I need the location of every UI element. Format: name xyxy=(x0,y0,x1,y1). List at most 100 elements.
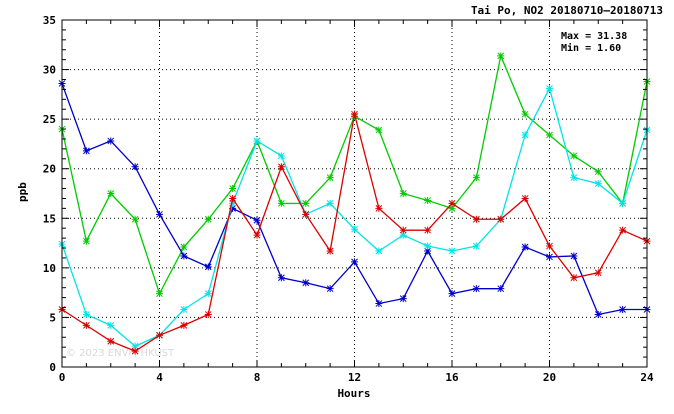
data-point xyxy=(277,163,285,171)
data-point xyxy=(472,285,480,293)
y-tick-label: 5 xyxy=(49,311,56,324)
data-point xyxy=(448,247,456,255)
data-point xyxy=(594,180,602,188)
data-point xyxy=(326,247,334,255)
data-point xyxy=(107,337,115,345)
y-tick-label: 20 xyxy=(43,163,56,176)
data-point xyxy=(570,252,578,260)
data-point xyxy=(375,247,383,255)
data-point xyxy=(351,110,358,118)
y-tick-label: 0 xyxy=(49,361,56,374)
y-axis-title: ppb xyxy=(16,182,29,202)
data-point xyxy=(253,137,261,145)
x-tick-label: 24 xyxy=(640,371,654,384)
y-tick-label: 25 xyxy=(43,113,56,126)
data-point xyxy=(424,196,432,204)
data-point xyxy=(229,199,237,207)
data-point xyxy=(546,242,553,250)
data-point xyxy=(424,226,432,234)
data-point xyxy=(375,204,383,212)
data-point xyxy=(521,110,529,118)
data-point xyxy=(594,310,602,318)
data-point xyxy=(570,174,578,182)
x-tick-label: 4 xyxy=(156,371,163,384)
data-point xyxy=(619,226,627,234)
data-point xyxy=(82,237,90,245)
data-point xyxy=(546,253,553,261)
data-point xyxy=(131,215,139,223)
data-point xyxy=(521,194,529,202)
data-point xyxy=(448,290,456,298)
data-point xyxy=(131,163,139,171)
data-point xyxy=(497,285,505,293)
min-value-label: Min = 1.60 xyxy=(561,42,621,54)
y-tick-label: 35 xyxy=(43,14,56,27)
data-point xyxy=(424,242,432,250)
data-point xyxy=(131,347,139,355)
data-point xyxy=(156,210,163,218)
data-point xyxy=(472,174,480,182)
y-tick-label: 10 xyxy=(43,262,56,275)
data-point xyxy=(497,215,505,223)
data-point xyxy=(521,131,529,139)
axis-ticks: 0 4 8 12 16 20 24 0 5 10 15 20 25 30 35 xyxy=(43,14,654,384)
data-point xyxy=(302,199,310,207)
data-point xyxy=(107,321,115,329)
data-point xyxy=(180,321,188,329)
data-point xyxy=(326,285,334,293)
data-point xyxy=(82,147,90,155)
data-point xyxy=(472,215,480,223)
x-axis-title: Hours xyxy=(337,387,370,400)
data-point xyxy=(204,215,212,223)
data-point xyxy=(448,199,456,207)
data-point xyxy=(156,290,163,298)
x-tick-label: 12 xyxy=(348,371,361,384)
data-point xyxy=(180,252,188,260)
data-point xyxy=(204,310,212,318)
data-point xyxy=(156,331,163,339)
data-point xyxy=(302,279,310,287)
data-point xyxy=(277,199,285,207)
data-point xyxy=(82,310,90,318)
data-point xyxy=(570,274,578,282)
data-point xyxy=(131,342,139,350)
data-point xyxy=(472,242,480,250)
data-point xyxy=(424,247,432,255)
data-point xyxy=(107,137,115,145)
data-point xyxy=(546,131,553,139)
data-point xyxy=(180,305,188,313)
data-point xyxy=(594,269,602,277)
data-point xyxy=(375,300,383,308)
data-point xyxy=(619,305,627,313)
data-point xyxy=(619,199,627,207)
x-tick-label: 0 xyxy=(59,371,66,384)
chart-title: Tai Po, NO2 20180710–20180713 xyxy=(471,4,663,17)
grid-lines xyxy=(62,20,647,367)
data-point xyxy=(326,174,334,182)
data-point xyxy=(399,226,407,234)
data-point xyxy=(204,290,212,298)
y-tick-label: 15 xyxy=(43,212,56,225)
data-point xyxy=(351,258,358,266)
data-point xyxy=(521,243,529,251)
max-value-label: Max = 31.38 xyxy=(561,31,627,42)
data-point xyxy=(253,216,261,224)
data-point xyxy=(107,190,115,197)
series-line xyxy=(61,86,648,347)
x-tick-label: 8 xyxy=(254,371,261,384)
data-point xyxy=(204,263,212,271)
data-point xyxy=(180,243,188,251)
data-point xyxy=(351,225,358,233)
data-point xyxy=(229,194,237,202)
data-point xyxy=(326,199,334,207)
data-point xyxy=(448,204,456,212)
data-point xyxy=(497,52,505,60)
data-point xyxy=(82,321,90,329)
data-point xyxy=(375,126,383,134)
data-point xyxy=(399,190,407,197)
data-point xyxy=(229,185,237,193)
y-tick-label: 30 xyxy=(43,64,56,77)
data-point xyxy=(570,152,578,160)
